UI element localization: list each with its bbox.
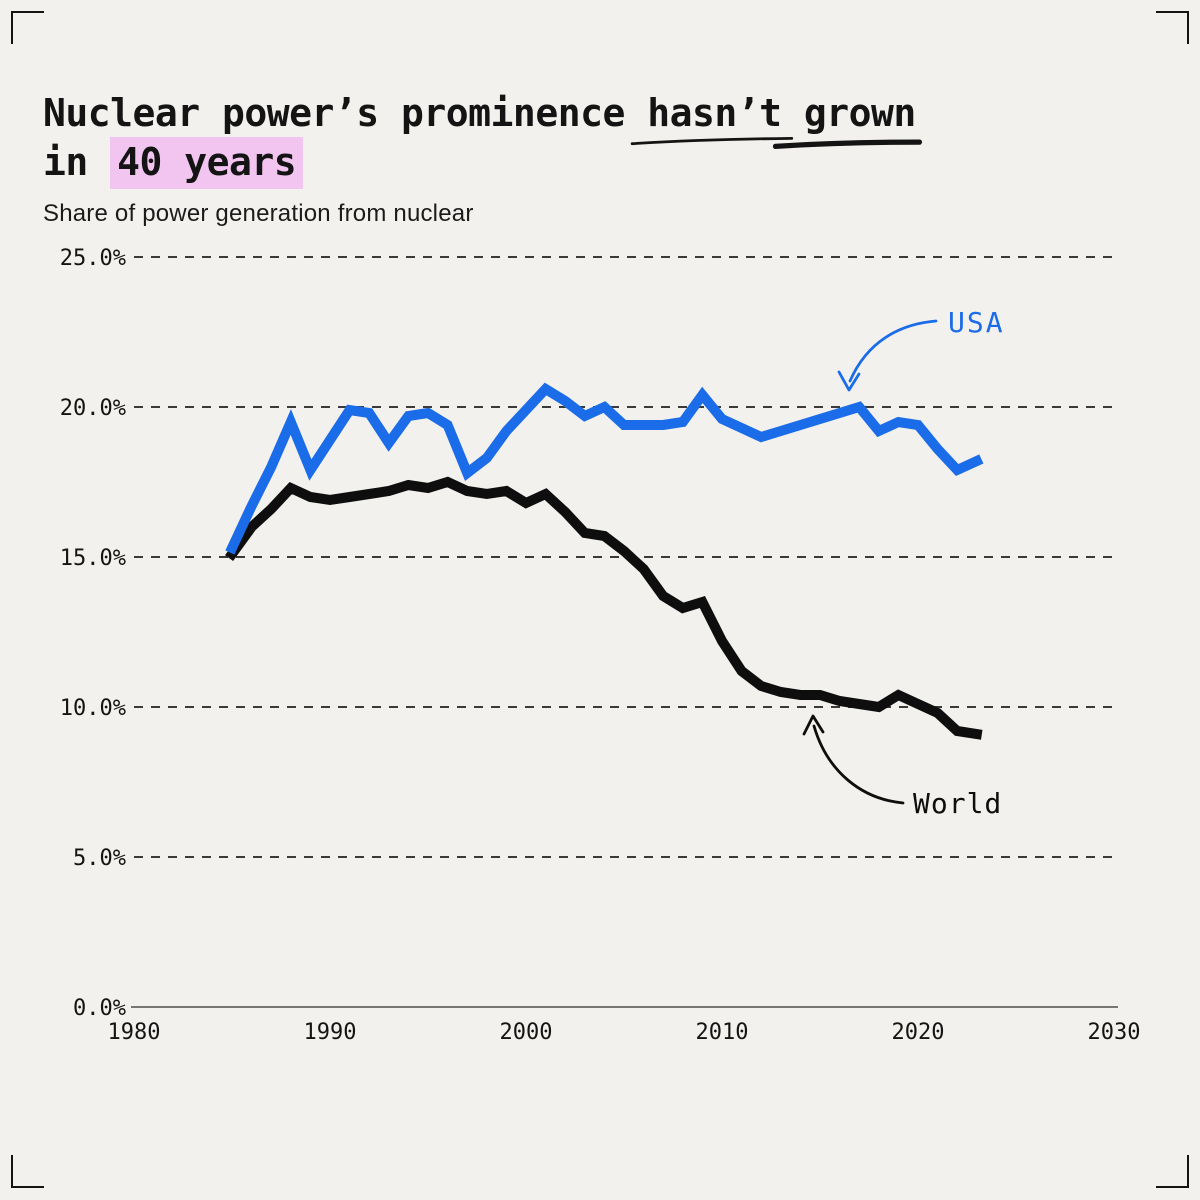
world-arrow <box>802 714 905 805</box>
crop-mark-bottom-left <box>11 1155 44 1188</box>
title-emph-text: hasn’t grown <box>647 91 916 135</box>
y-tick-label: 0.0% <box>73 996 126 1021</box>
title-text-plain: Nuclear power’s prominence <box>43 91 648 135</box>
title-highlight: 40 years <box>110 137 304 189</box>
usa-annotation: USA <box>837 306 1005 392</box>
crop-mark-top-right <box>1156 11 1189 44</box>
y-tick-label: 25.0% <box>60 246 126 271</box>
chart-subtitle: Share of power generation from nuclear <box>43 200 474 227</box>
gridlines <box>134 256 1114 858</box>
usa-series-line <box>225 382 984 555</box>
x-tick-label: 1980 <box>108 1020 161 1045</box>
page-title: Nuclear power’s prominence hasn’t grown … <box>43 89 923 189</box>
y-axis-tick-labels: 0.0% 5.0% 10.0% 15.0% 20.0% 25.0% <box>60 246 126 1021</box>
y-tick-label: 10.0% <box>60 696 126 721</box>
world-annotation: World <box>802 714 1002 820</box>
title-text-underlined: hasn’t grown <box>630 89 923 149</box>
y-tick-label: 5.0% <box>73 846 126 871</box>
x-tick-label: 2020 <box>892 1020 945 1045</box>
world-series-label: World <box>913 787 1002 820</box>
y-tick-label: 20.0% <box>60 396 126 421</box>
x-axis-tick-labels: 1980 1990 2000 2010 2020 2030 <box>108 1020 1141 1045</box>
crop-mark-top-left <box>11 11 44 44</box>
x-tick-label: 2000 <box>500 1020 553 1045</box>
world-series-line <box>225 476 983 740</box>
x-tick-label: 2030 <box>1088 1020 1141 1045</box>
chart-header: Nuclear power’s prominence hasn’t grown … <box>43 89 923 228</box>
x-tick-label: 1990 <box>304 1020 357 1045</box>
y-tick-label: 15.0% <box>60 546 126 571</box>
hand-drawn-underline <box>630 136 923 149</box>
title-line2-plain: in <box>43 140 111 184</box>
x-tick-label: 2010 <box>696 1020 749 1045</box>
usa-series-label: USA <box>948 306 1005 339</box>
usa-arrow <box>837 319 938 392</box>
crop-mark-bottom-right <box>1156 1155 1189 1188</box>
